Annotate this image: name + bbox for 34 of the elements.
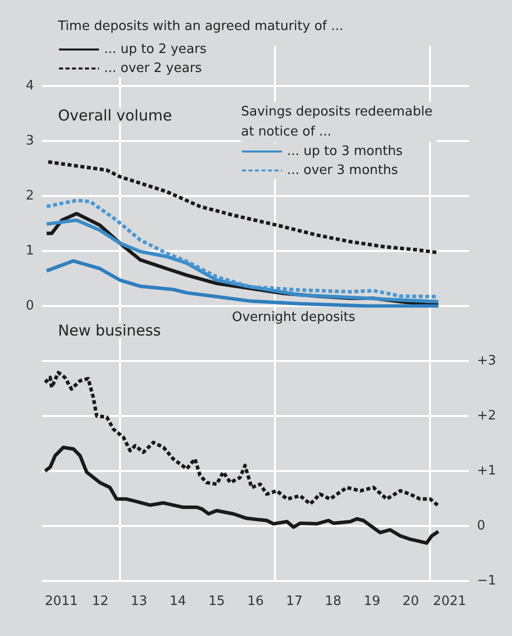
y-tick-label: 0 [26,298,34,314]
y-tick-label: +3 [477,354,496,368]
x-tick-label: 17 [286,594,303,609]
line-series [43,446,440,545]
x-tick-label: 2021 [433,594,466,609]
line-series [44,198,440,298]
x-tick-label: 16 [247,594,264,609]
y-tick-label: 2 [26,188,34,204]
y-tick-label: 1 [26,244,34,258]
y-tick-label: +1 [477,464,496,478]
y-tick-label: 0 [477,518,486,534]
legend-title: Time deposits with an agreed maturity of ... [57,19,344,34]
legend-label: ... over 2 years [104,61,202,76]
legend-label: ... up to 3 months [287,144,403,159]
y-tick-label: 3 [26,134,34,148]
text: Overall volume [58,106,172,124]
legend-label: ... over 3 months [287,163,398,178]
annotation: Savings deposits redeemable at notice of ... [241,104,433,140]
legend-label: ... up to 2 years [104,42,207,57]
x-tick-label: 20 [402,594,420,609]
y-tick-label: 4 [26,78,34,94]
x-tick-label: 14 [170,594,186,609]
x-tick-label: 12 [92,594,108,609]
series-label: Overnight deposits [232,310,356,325]
line-series [44,259,440,308]
x-tick-label: 18 [324,594,342,609]
y-tick-label: +2 [477,408,496,424]
x-tick-label: 2011 [44,594,78,609]
chart-title: New business [58,322,162,340]
line-series [43,370,440,508]
x-tick-label: 19 [364,594,380,609]
y-tick-label: −1 [477,574,496,588]
x-tick-label: 15 [208,594,225,609]
x-tick-label: 13 [130,594,148,609]
